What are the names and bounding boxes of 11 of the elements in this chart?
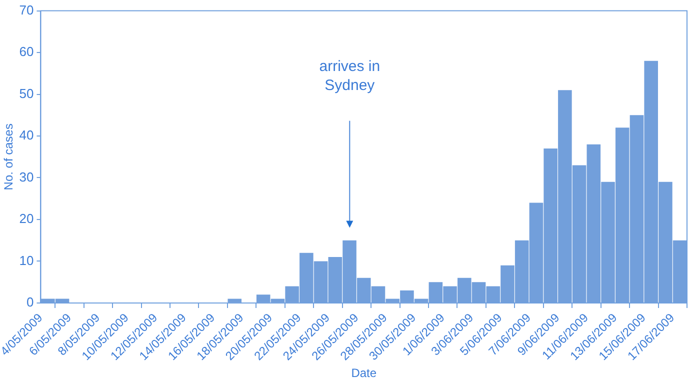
x-axis-title: Date [351,366,377,380]
y-axis-title: No. of cases [1,124,16,190]
y-tick-label: 50 [19,86,34,101]
y-tick-label: 60 [19,44,34,60]
annotation: arrives in Sydney [319,58,380,94]
y-tick-label: 30 [19,169,34,184]
y-tick-label: 70 [19,2,34,18]
y-tick-label: 20 [19,211,34,226]
y-tick-label: 10 [19,252,34,268]
y-tick-label: 40 [19,128,34,143]
y-tick-label: 0 [26,294,34,310]
